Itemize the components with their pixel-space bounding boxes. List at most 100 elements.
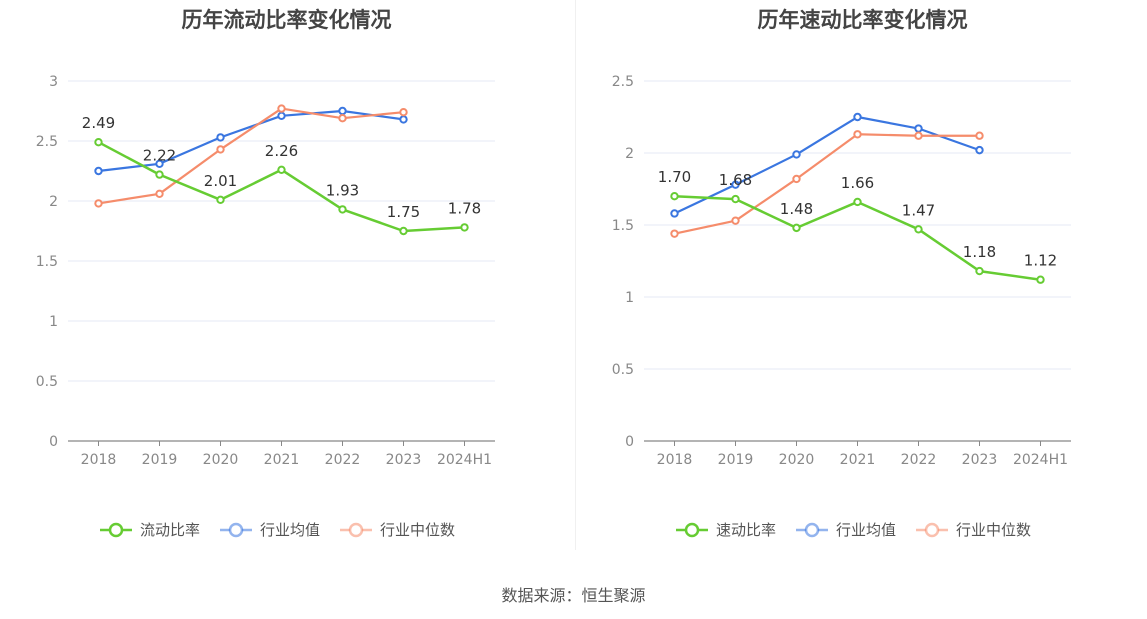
series-line: [98, 109, 404, 173]
legend-marker: [228, 522, 244, 538]
data-label: 1.78: [448, 199, 481, 217]
data-point: [792, 150, 801, 159]
legend-item: 流动比率: [100, 521, 200, 539]
data-point: [155, 170, 164, 179]
x-tick-label: 2019: [142, 452, 178, 468]
x-tick-label: 2019: [718, 452, 754, 468]
x-tick-label: 2021: [840, 452, 876, 468]
data-point: [853, 130, 862, 139]
legend-marker: [348, 522, 364, 538]
y-tick-label: 0.5: [36, 374, 58, 390]
y-tick-label: 1.5: [36, 254, 58, 270]
x-tick-label: 2021: [264, 452, 300, 468]
x-tick-label: 2024H1: [437, 452, 492, 468]
data-label: 1.12: [1024, 252, 1057, 270]
data-label: 1.68: [719, 171, 752, 189]
data-point: [94, 138, 103, 147]
data-point: [399, 115, 408, 124]
data-label: 1.18: [963, 243, 996, 261]
x-tick-label: 2022: [325, 452, 361, 468]
data-point: [216, 133, 225, 142]
x-tick-label: 2022: [901, 452, 937, 468]
data-point: [338, 106, 347, 116]
data-point: [914, 225, 923, 234]
data-point: [399, 226, 408, 236]
data-point: [975, 266, 984, 276]
series-line: [674, 194, 1041, 281]
data-label: 1.93: [326, 181, 359, 199]
data-point: [155, 159, 164, 169]
x-tick-label: 2018: [657, 452, 693, 468]
y-tick-label: 0.5: [612, 362, 634, 378]
data-point: [277, 104, 286, 113]
data-point: [792, 174, 801, 184]
data-label: 2.49: [82, 114, 115, 132]
data-label: 1.70: [658, 168, 691, 186]
data-label: 2.26: [265, 142, 298, 160]
series-line: [674, 133, 980, 235]
data-source-note: 数据来源：恒生聚源: [501, 586, 646, 605]
legend-marker: [804, 522, 820, 538]
data-point: [853, 112, 862, 122]
data-point: [731, 180, 740, 189]
y-tick-label: 1.5: [612, 218, 634, 234]
legend-marker: [108, 522, 124, 538]
data-point: [975, 145, 984, 155]
data-point: [155, 189, 164, 199]
y-tick-label: 2: [49, 194, 58, 210]
series-line: [674, 115, 980, 215]
x-tick-label: 2020: [779, 452, 815, 468]
data-label: 1.75: [387, 203, 420, 221]
data-point: [670, 229, 679, 238]
data-point: [670, 209, 679, 218]
legend-item: 行业中位数: [340, 521, 455, 539]
data-label: 1.48: [780, 200, 813, 218]
chart-title: 历年流动比率变化情况: [181, 8, 392, 32]
y-tick-label: 0: [49, 434, 58, 450]
y-tick-label: 1: [625, 290, 634, 306]
data-point: [460, 223, 469, 232]
data-point: [338, 114, 347, 123]
x-tick-label: 2018: [81, 452, 117, 468]
panel-divider: [575, 0, 576, 550]
data-point: [670, 192, 679, 201]
x-tick-label: 2020: [203, 452, 239, 468]
y-tick-label: 2: [625, 146, 634, 162]
data-label: 2.01: [204, 172, 237, 190]
legend-marker: [684, 522, 700, 538]
y-tick-label: 3: [49, 74, 58, 90]
y-tick-label: 2.5: [36, 134, 58, 150]
legend-label: 行业均值: [260, 521, 320, 539]
x-tick-label: 2024H1: [1013, 452, 1068, 468]
legend-marker: [924, 522, 940, 538]
legend-item: 行业均值: [220, 521, 320, 539]
legend-label: 行业中位数: [380, 521, 455, 539]
x-tick-label: 2023: [386, 452, 422, 468]
data-point: [975, 131, 984, 140]
current-ratio-chart-panel: 历年流动比率变化情况 0 0.5 1 1.5 2 2.5 3 2018 2019 2020 2021…: [0, 0, 573, 560]
legend-label: 流动比率: [140, 521, 200, 539]
legend-label: 行业中位数: [956, 521, 1031, 539]
data-point: [853, 197, 862, 207]
data-point: [216, 195, 225, 205]
data-point: [731, 216, 740, 225]
quick-ratio-chart: 0 0.5 1 1.5 2 2.5 2018 2019 2020 2021 2022 2023 2024…: [612, 74, 1071, 539]
legend-label: 行业均值: [836, 521, 896, 539]
y-tick-label: 0: [625, 434, 634, 450]
data-point: [914, 124, 923, 133]
legend-item: 速动比率: [676, 521, 776, 539]
y-tick-label: 1: [49, 314, 58, 330]
data-point: [914, 131, 923, 140]
data-point: [277, 165, 286, 175]
x-tick-label: 2023: [962, 452, 998, 468]
data-label: 1.47: [902, 201, 935, 219]
data-point: [216, 145, 225, 154]
data-label: 2.22: [143, 147, 176, 165]
data-point: [94, 166, 103, 176]
data-point: [277, 111, 286, 121]
series-line: [98, 107, 404, 205]
legend-item: 行业中位数: [916, 521, 1031, 539]
data-point: [399, 108, 408, 117]
data-point: [1036, 275, 1045, 284]
data-point: [94, 199, 103, 208]
